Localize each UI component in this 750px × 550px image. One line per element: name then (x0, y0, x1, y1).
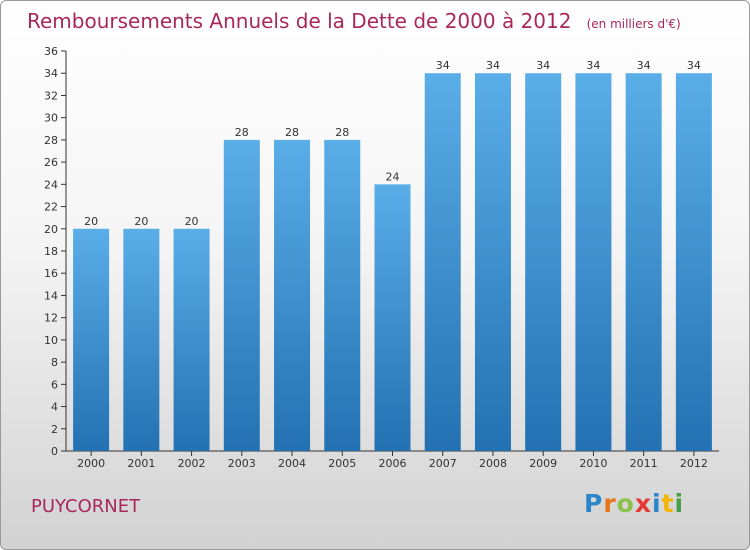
x-tick-label-2001: 2001 (127, 457, 155, 470)
y-tick-label: 26 (44, 156, 58, 169)
y-tick-label: 22 (44, 201, 58, 214)
town-name: PUYCORNET (31, 496, 141, 517)
data-label-2002: 20 (185, 215, 199, 228)
data-label-2000: 20 (84, 215, 98, 228)
data-label-2008: 34 (486, 59, 500, 72)
data-label-2007: 34 (436, 59, 450, 72)
logo-letter: r (603, 489, 617, 518)
data-label-2009: 34 (536, 59, 550, 72)
x-tick-label-2005: 2005 (328, 457, 356, 470)
y-tick-label: 12 (44, 312, 58, 325)
bar-2003 (223, 139, 260, 451)
bar-2007 (424, 73, 461, 451)
logo-letter: i (674, 489, 685, 518)
data-label-2010: 34 (586, 59, 600, 72)
y-tick-label: 34 (44, 67, 58, 80)
data-label-2001: 20 (134, 215, 148, 228)
bar-2005 (324, 139, 361, 451)
y-tick-label: 6 (51, 378, 58, 391)
logo-letter: i (652, 489, 662, 518)
bar-2012 (675, 73, 712, 451)
logo-letter: t (661, 489, 675, 518)
bar-2001 (123, 228, 160, 451)
y-tick-label: 36 (44, 45, 58, 58)
chart-title: Remboursements Annuels de la Dette de 20… (27, 9, 572, 33)
bar-2000 (73, 228, 110, 451)
x-tick-label-2003: 2003 (228, 457, 256, 470)
logo-letter: P (584, 489, 604, 518)
chart-subtitle: (en milliers d'€) (586, 17, 681, 31)
data-label-2003: 28 (235, 126, 249, 139)
bars (73, 73, 712, 452)
data-label-2005: 28 (335, 126, 349, 139)
logo-letter: x (634, 489, 652, 518)
y-tick-label: 28 (44, 134, 58, 147)
y-tick-label: 4 (51, 401, 58, 414)
y-tick-label: 30 (44, 112, 58, 125)
bar-2006 (374, 184, 411, 452)
proxiti-logo[interactable]: Proxiti (584, 489, 684, 518)
x-tick-label-2006: 2006 (379, 457, 407, 470)
x-axis: 2000 2001 2002 2003 2004 2005 2006 2007 2008 2009… (66, 450, 719, 470)
data-labels: 20 20 20 28 28 28 24 34 34 34 34 34 34 (84, 59, 701, 228)
y-tick-label: 8 (51, 356, 58, 369)
y-tick-label: 14 (44, 289, 58, 302)
y-tick-label: 2 (51, 423, 58, 436)
x-tick-label-2000: 2000 (77, 457, 105, 470)
x-tick-label-2007: 2007 (429, 457, 457, 470)
y-tick-label: 18 (44, 245, 58, 258)
x-tick-label-2012: 2012 (680, 457, 708, 470)
y-tick-label: 0 (51, 445, 58, 458)
data-label-2004: 28 (285, 126, 299, 139)
logo-letter: o (616, 489, 635, 518)
bar-2011 (625, 73, 662, 451)
title-row: Remboursements Annuels de la Dette de 20… (27, 9, 681, 33)
y-tick-label: 24 (44, 178, 58, 191)
data-label-2012: 34 (687, 59, 701, 72)
data-label-2011: 34 (637, 59, 651, 72)
bar-2008 (474, 73, 511, 451)
x-tick-label-2010: 2010 (579, 457, 607, 470)
x-tick-label-2004: 2004 (278, 457, 306, 470)
bar-2009 (525, 73, 562, 451)
bar-2002 (173, 228, 210, 451)
bar-2010 (575, 73, 612, 451)
data-label-2006: 24 (386, 170, 400, 183)
x-tick-label-2011: 2011 (630, 457, 658, 470)
x-tick-label-2002: 2002 (178, 457, 206, 470)
y-tick-label: 20 (44, 223, 58, 236)
y-tick-label: 10 (44, 334, 58, 347)
y-tick-label: 16 (44, 267, 58, 280)
x-tick-label-2009: 2009 (529, 457, 557, 470)
y-tick-label: 32 (44, 89, 58, 102)
bar-2004 (274, 139, 311, 451)
x-tick-label-2008: 2008 (479, 457, 507, 470)
